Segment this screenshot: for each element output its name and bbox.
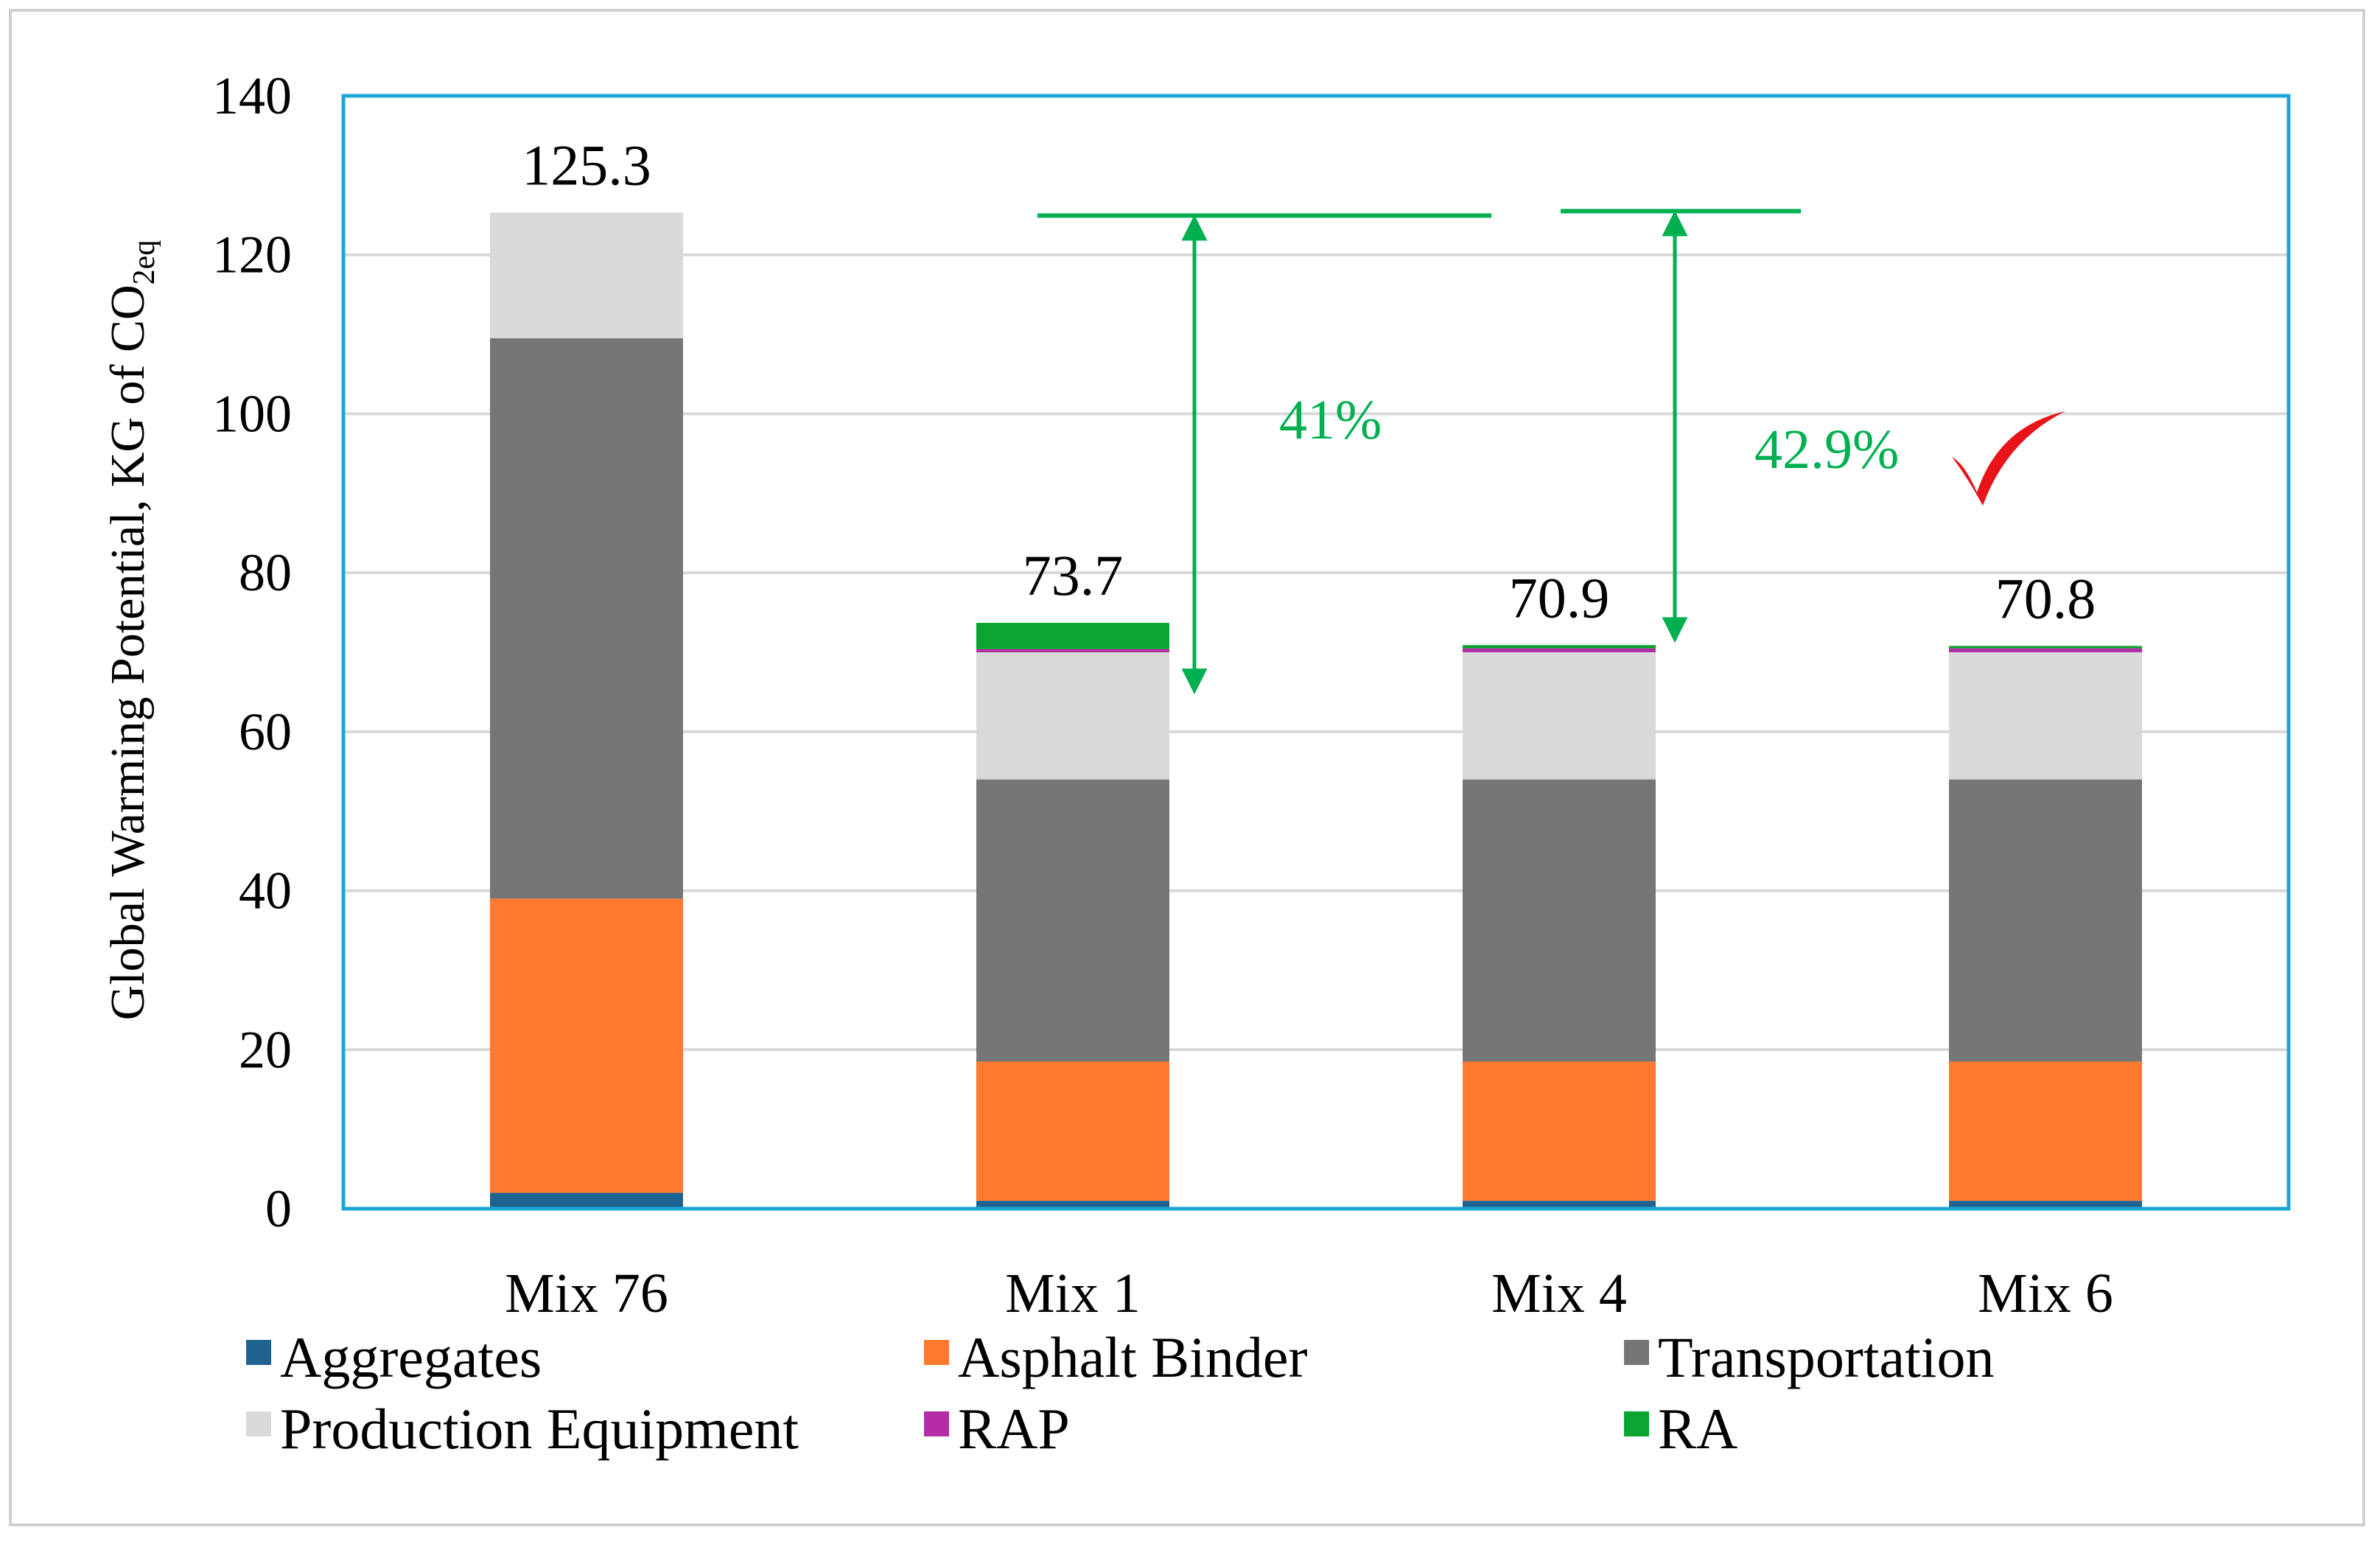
y-tick-label-80: 80 (239, 543, 292, 602)
y-tick-label-120: 120 (212, 226, 292, 284)
legend-swatch-ra (1624, 1411, 1649, 1436)
y-tick-label-0: 0 (265, 1179, 292, 1238)
legend-label-asphalt-binder: Asphalt Binder (958, 1325, 1307, 1389)
bar-segment-rap-mix-6 (1949, 648, 2142, 652)
bar-segment-transportation-mix-6 (1949, 779, 2142, 1062)
legend-swatch-production-equipment (246, 1411, 271, 1436)
bar-segment-ra-mix-6 (1949, 646, 2142, 649)
reduction-annotations: 41% 42.9% (1037, 209, 2065, 695)
bar-segment-asphalt-binder-mix-4 (1463, 1061, 1656, 1201)
bar-segment-aggregates-mix-1 (976, 1201, 1169, 1209)
bar-segment-ra-mix-1 (976, 623, 1169, 649)
plot-area-border (341, 94, 2291, 1211)
bar-total-label-mix-1: 73.7 (1023, 543, 1124, 607)
legend-label-production-equipment: Production Equipment (280, 1397, 799, 1461)
reduction-label-1: 41% (1279, 389, 1382, 451)
y-tick-label-100: 100 (212, 384, 292, 443)
y-tick-label-140: 140 (212, 66, 292, 125)
x-category-label-mix-1: Mix 1 (1005, 1263, 1141, 1324)
legend-label-transportation: Transportation (1658, 1325, 1994, 1389)
bar-segment-rap-mix-1 (976, 649, 1169, 652)
legend-swatch-aggregates (246, 1340, 271, 1365)
check-icon (1952, 411, 2065, 506)
y-axis-title-subscript: 2eq (127, 240, 161, 285)
legend-label-aggregates: Aggregates (280, 1325, 542, 1389)
bar-segment-ra-mix-4 (1463, 645, 1656, 649)
bar-stacks (490, 212, 2142, 1209)
y-axis-title: Global Warming Potential, KG of CO2eq (101, 240, 161, 1021)
bar-segment-asphalt-binder-mix-6 (1949, 1061, 2142, 1201)
y-tick-label-40: 40 (239, 862, 292, 921)
bar-segment-aggregates-mix-76 (490, 1192, 683, 1209)
legend: Aggregates Asphalt Binder Transportation Pr… (246, 1325, 1994, 1461)
bar-segment-aggregates-mix-6 (1949, 1201, 2142, 1209)
bar-segment-aggregates-mix-4 (1463, 1201, 1656, 1209)
bar-segment-transportation-mix-76 (490, 338, 683, 899)
bar-total-label-mix-76: 125.3 (522, 133, 651, 198)
x-category-label-mix-76: Mix 76 (505, 1263, 668, 1324)
x-category-label-mix-4: Mix 4 (1491, 1263, 1627, 1324)
bar-segment-asphalt-binder-mix-76 (490, 898, 683, 1193)
reduction-label-2: 42.9% (1754, 419, 1899, 481)
bar-segment-production-equipment-mix-6 (1949, 652, 2142, 780)
bar-segment-production-equipment-mix-4 (1463, 652, 1656, 780)
x-axis-category-labels: Mix 76 Mix 1 Mix 4 Mix 6 (505, 1263, 2113, 1324)
legend-label-ra: RA (1658, 1397, 1737, 1461)
bar-total-labels: 125.3 73.7 70.9 70.8 (522, 133, 2096, 631)
bar-total-label-mix-4: 70.9 (1509, 565, 1610, 629)
bar-segment-transportation-mix-1 (976, 779, 1169, 1062)
x-category-label-mix-6: Mix 6 (1978, 1263, 2113, 1324)
bar-segment-production-equipment-mix-76 (490, 212, 683, 338)
bar-segment-production-equipment-mix-1 (976, 652, 1169, 780)
bar-total-label-mix-6: 70.8 (1995, 566, 2096, 630)
legend-label-rap: RAP (958, 1397, 1070, 1461)
y-tick-label-60: 60 (239, 702, 292, 761)
y-axis-ticks: 0 20 40 60 80 100 120 140 (212, 66, 292, 1238)
legend-swatch-asphalt-binder (924, 1340, 949, 1365)
y-axis-title-main: Global Warming Potential, KG of CO (101, 284, 155, 1020)
bar-segment-transportation-mix-4 (1463, 779, 1656, 1062)
bar-segment-asphalt-binder-mix-1 (976, 1061, 1169, 1201)
legend-swatch-transportation (1624, 1340, 1649, 1365)
legend-swatch-rap (924, 1411, 949, 1436)
bar-segment-rap-mix-4 (1463, 648, 1656, 652)
y-tick-label-20: 20 (239, 1020, 292, 1079)
